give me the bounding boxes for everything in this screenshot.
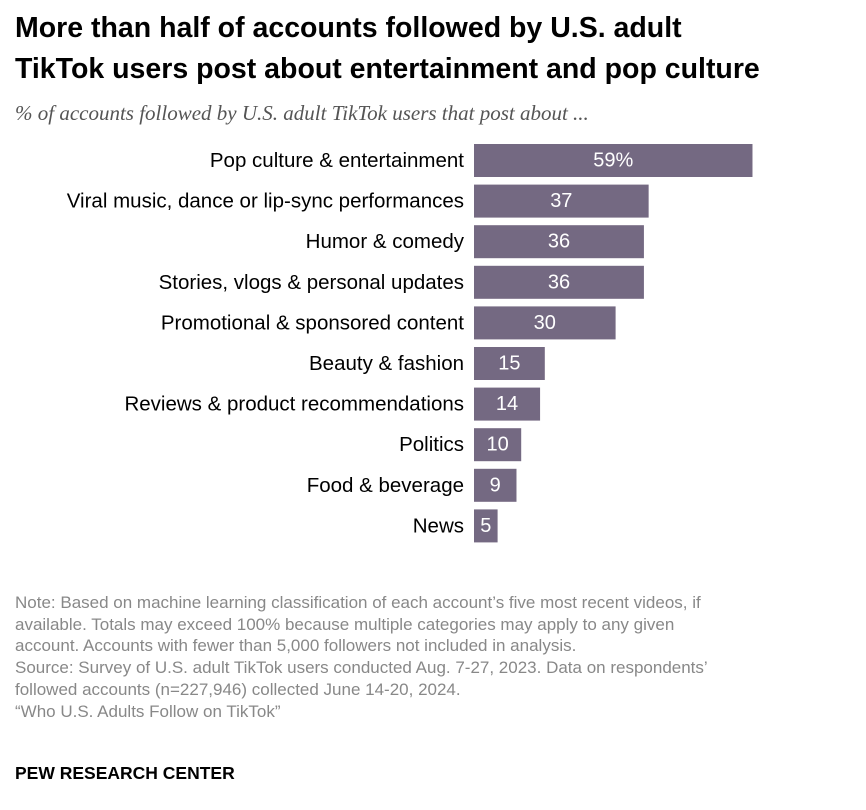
category-label-4: Promotional & sponsored content bbox=[161, 311, 464, 334]
value-label-1: 37 bbox=[550, 190, 572, 212]
bar-7 bbox=[474, 428, 522, 462]
bar-9 bbox=[474, 509, 498, 543]
note-line-3: account. Accounts with fewer than 5,000 … bbox=[15, 636, 577, 656]
brand-logo-text: PEW RESEARCH CENTER bbox=[15, 763, 235, 783]
category-label-7: Politics bbox=[399, 433, 464, 456]
value-label-3: 36 bbox=[548, 271, 570, 293]
value-label-7: 10 bbox=[486, 434, 508, 456]
bar-8 bbox=[474, 468, 517, 502]
bar-3 bbox=[474, 265, 644, 299]
chart-title: More than half of accounts followed by U… bbox=[15, 8, 855, 90]
category-label-5: Beauty & fashion bbox=[309, 352, 464, 375]
chart-title-line-2: TikTok users post about entertainment an… bbox=[15, 53, 760, 85]
category-label-6: Reviews & product recommendations bbox=[124, 393, 464, 416]
value-label-5: 15 bbox=[498, 353, 520, 375]
category-label-2: Humor & comedy bbox=[306, 230, 465, 253]
category-label-1: Viral music, dance or lip-sync performan… bbox=[67, 190, 464, 213]
category-label-0: Pop culture & entertainment bbox=[210, 149, 464, 172]
note-line-1: Note: Based on machine learning classifi… bbox=[15, 593, 701, 612]
bar-4 bbox=[474, 306, 616, 340]
value-label-6: 14 bbox=[496, 393, 518, 415]
bar-1 bbox=[474, 184, 649, 218]
category-label-8: Food & beverage bbox=[307, 474, 464, 497]
bar-chart: Pop culture & entertainment 59% Viral musi… bbox=[67, 144, 753, 543]
report-title: “Who U.S. Adults Follow on TikTok” bbox=[15, 701, 281, 721]
value-label-2: 36 bbox=[548, 231, 570, 253]
category-label-9: News bbox=[413, 514, 464, 537]
bar-2 bbox=[474, 225, 644, 259]
source-line-2: followed accounts (n=227,946) collected … bbox=[15, 679, 461, 699]
bar-5 bbox=[474, 347, 545, 380]
bar-6 bbox=[474, 387, 541, 421]
category-label-3: Stories, vlogs & personal updates bbox=[159, 271, 464, 294]
value-label-0: 59% bbox=[593, 150, 633, 172]
value-label-9: 5 bbox=[480, 515, 491, 537]
value-label-4: 30 bbox=[534, 312, 556, 334]
value-label-8: 9 bbox=[490, 474, 501, 496]
chart-title-line-1: More than half of accounts followed by U… bbox=[15, 12, 682, 44]
chart-note: Note: Based on machine learning classifi… bbox=[15, 592, 855, 722]
bar-0 bbox=[474, 144, 753, 177]
chart-subtitle: % of accounts followed by U.S. adult Tik… bbox=[15, 101, 589, 125]
source-line-1: Source: Survey of U.S. adult TikTok user… bbox=[15, 658, 708, 678]
note-line-2: available. Totals may exceed 100% becaus… bbox=[15, 614, 675, 634]
